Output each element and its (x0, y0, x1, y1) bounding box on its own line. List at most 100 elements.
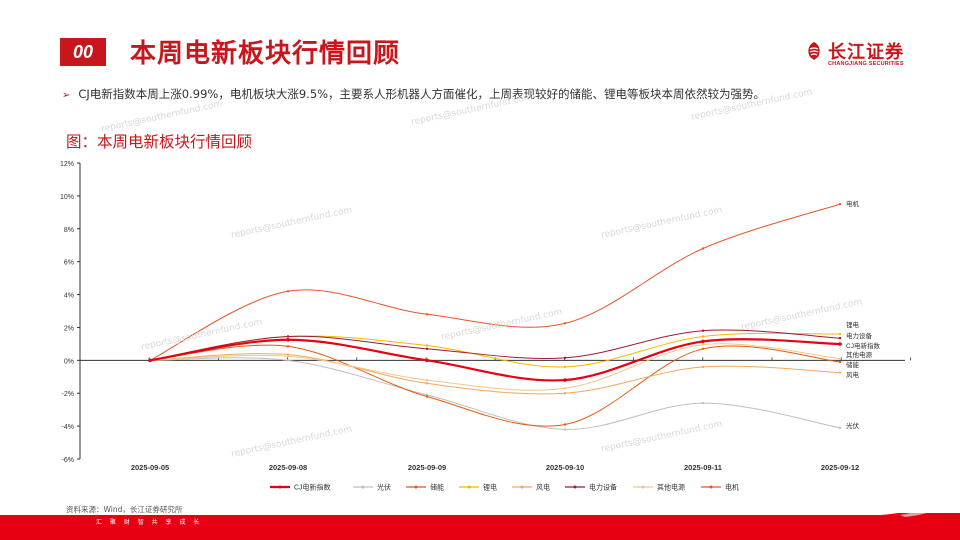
legend-marker (709, 485, 713, 489)
data-point (838, 202, 842, 206)
series-end-label: 风电 (846, 370, 860, 379)
data-point (425, 358, 429, 363)
y-tick-label: 12% (60, 161, 74, 168)
x-tick-label: 2025-09-11 (684, 463, 722, 472)
legend-marker (520, 485, 524, 489)
data-point (701, 343, 705, 346)
data-point (701, 329, 705, 332)
data-point (425, 395, 429, 398)
x-tick-label: 2025-09-09 (408, 463, 446, 472)
data-point (701, 339, 705, 344)
logo-english-name: CHANGJIANG SECURITIES (828, 61, 904, 67)
data-point (838, 357, 842, 360)
footer-bar (0, 513, 960, 540)
data-point (701, 247, 705, 250)
series-line (149, 338, 841, 382)
data-point (148, 358, 152, 363)
data-point (838, 342, 842, 346)
y-tick-label: 8% (64, 227, 74, 234)
legend-marker (361, 485, 365, 489)
bullet-arrow-icon: ➢ (62, 90, 71, 101)
y-tick-label: 2% (64, 325, 74, 332)
data-point (563, 365, 567, 369)
data-point (563, 378, 567, 382)
series-line (149, 357, 841, 430)
series-end-label: 储能 (846, 360, 860, 369)
legend-label: 光伏 (377, 483, 391, 492)
y-tick-label: 6% (64, 260, 74, 267)
source-note: 资料来源：Wind，长江证券研究所 (66, 505, 183, 514)
data-point (701, 347, 705, 351)
x-tick-label: 2025-09-10 (546, 463, 584, 472)
logo-name: 长江证券 (828, 42, 904, 63)
series-line (149, 329, 841, 361)
data-point (838, 360, 842, 364)
section-number-badge: 00 (60, 38, 106, 66)
data-point (838, 336, 842, 340)
summary-bullet: ➢ CJ电新指数本周上涨0.99%，电机板块大涨9.5%，主要系人形机器人方面催化… (62, 86, 765, 102)
legend-marker (467, 485, 471, 489)
legend-label: CJ电新指数 (294, 483, 331, 492)
y-tick-label: 10% (60, 194, 74, 201)
legend-label: 风电 (536, 483, 550, 492)
data-point (286, 345, 290, 348)
company-logo: 长江证券 CHANGJIANG SECURITIES (804, 38, 924, 72)
y-tick-label: -4% (62, 424, 74, 431)
data-point (701, 335, 705, 338)
series-end-label: 电机 (846, 199, 860, 208)
legend-marker (278, 485, 282, 489)
data-point (563, 392, 567, 395)
data-point (425, 347, 429, 351)
series-end-label: 其他电源 (846, 350, 873, 359)
footer-slogan: 汇 聚 财 智 共 享 成 长 (96, 519, 203, 526)
figure-title: 图：本周电新板块行情回顾 (66, 133, 253, 151)
data-point (286, 337, 290, 342)
series-line (149, 203, 841, 361)
series-end-label: 锂电 (846, 320, 860, 329)
data-point (563, 428, 567, 431)
data-point (286, 353, 290, 356)
logo-icon (808, 42, 820, 60)
data-point (563, 387, 567, 390)
data-point (425, 382, 429, 385)
data-point (701, 365, 705, 369)
legend-marker (414, 485, 418, 489)
data-point (563, 356, 567, 360)
data-point (425, 313, 429, 316)
data-point (286, 359, 290, 362)
legend-marker (573, 485, 577, 489)
series-line (149, 343, 841, 391)
series-line (149, 353, 841, 395)
line-chart: 12% 10% 8% 6% 4% 2% 0% -2% -4% -6% 2025-09-05 2025-… (60, 161, 911, 492)
x-tick-label: 2025-09-08 (269, 463, 307, 472)
legend-label: 锂电 (483, 483, 497, 492)
legend-label: 储能 (430, 483, 444, 492)
y-tick-label: 4% (64, 293, 74, 300)
data-point (286, 335, 290, 338)
data-point (425, 378, 429, 382)
data-point (838, 332, 842, 336)
series-end-label: 光伏 (846, 421, 860, 430)
series-end-label: CJ电新指数 (846, 341, 880, 350)
legend-label: 电机 (725, 483, 739, 492)
legend-marker (641, 485, 645, 489)
page-title: 本周电新板块行情回顾 (130, 39, 401, 69)
data-point (563, 322, 567, 325)
data-point (563, 423, 567, 426)
summary-text: CJ电新指数本周上涨0.99%，电机板块大涨9.5%，主要系人形机器人方面催化，… (78, 87, 766, 101)
y-tick-label: 0% (64, 358, 74, 365)
series-end-label: 电力设备 (846, 331, 873, 340)
data-point (425, 393, 429, 397)
x-tick-label: 2025-09-05 (131, 463, 169, 472)
data-point (286, 355, 290, 358)
data-point (838, 371, 842, 374)
data-point (701, 401, 705, 405)
data-point (838, 426, 842, 429)
series-line (149, 344, 841, 427)
legend-label: 其他电源 (657, 483, 685, 492)
data-point (425, 344, 429, 347)
y-tick-label: -2% (62, 391, 74, 398)
legend-label: 电力设备 (589, 483, 617, 492)
data-point (286, 290, 290, 293)
y-tick-label: -6% (62, 457, 74, 464)
